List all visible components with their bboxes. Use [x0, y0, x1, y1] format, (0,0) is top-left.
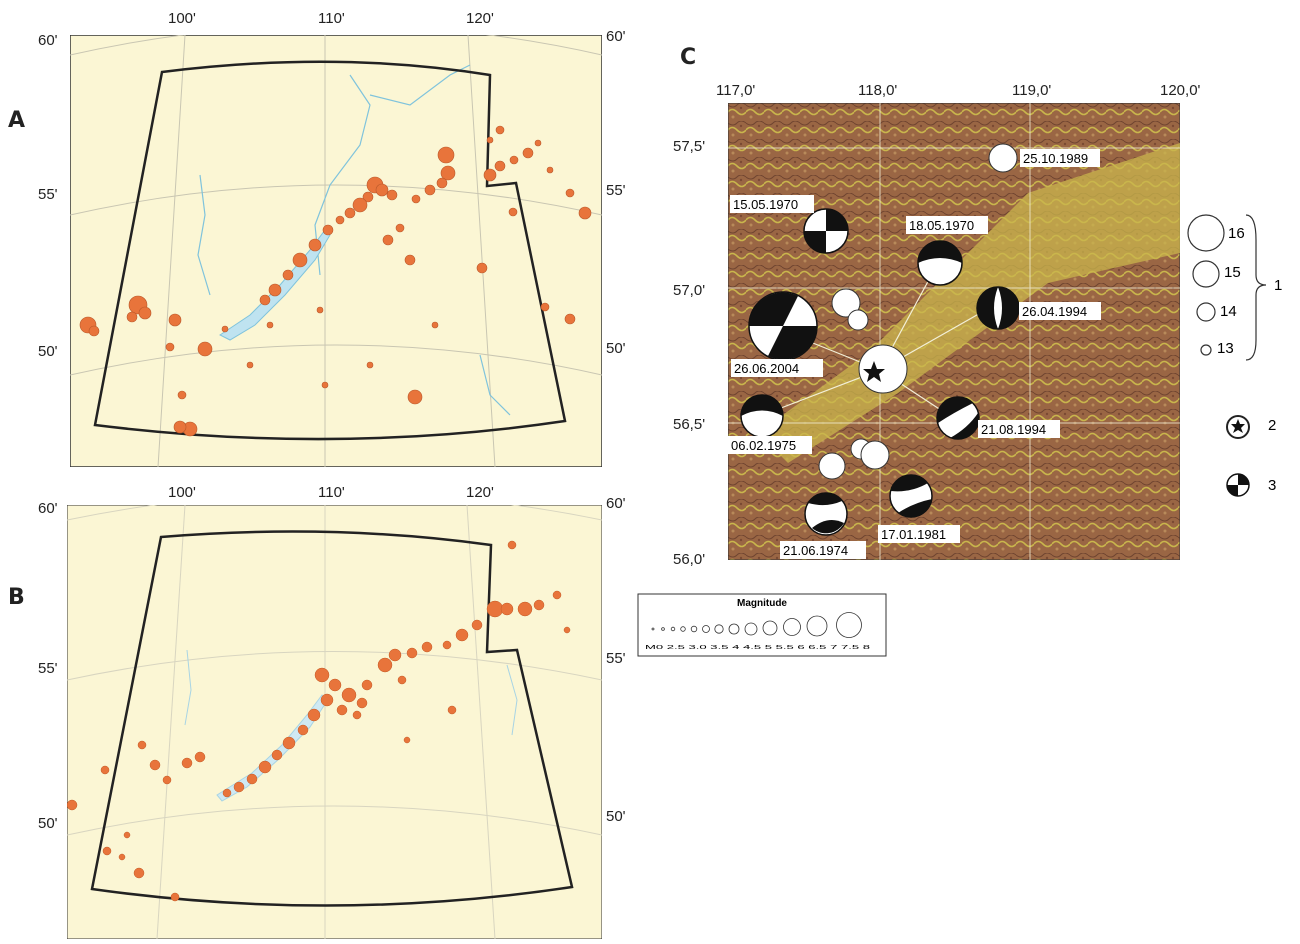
panel-c-date-labels: 25.10.1989 15.05.1970 18.05.1970 26.04.1… — [728, 149, 1101, 559]
panel-a-top-tick-100: 100' — [168, 10, 196, 27]
legend-size-16: 16 — [1228, 225, 1245, 242]
panel-b-seismic-events — [67, 540, 571, 902]
panel-b-right-tick-50: 50' — [606, 808, 626, 825]
panel-a-left-tick-60: 60' — [38, 32, 58, 49]
panel-b-left-tick-55: 55' — [38, 660, 58, 677]
panel-c-left-tick-56-5: 56,5' — [673, 416, 706, 433]
magnitude-legend: Magnitude M0 2.5 3.0 3.5 4 4.5 5 5.5 6 6… — [637, 593, 887, 657]
mechanism-15-05-1970 — [803, 208, 849, 254]
legend-circle-15 — [1192, 260, 1220, 288]
panel-c-legend: 16 15 14 13 1 2 3 — [1187, 214, 1282, 497]
legend-bracket-label: 1 — [1274, 277, 1282, 294]
panel-a-rivers — [197, 64, 511, 416]
mechanism-26-04-1994 — [976, 286, 1020, 330]
panel-c-focal-mechanisms — [740, 208, 1020, 536]
panel-a-left-tick-55: 55' — [38, 186, 58, 203]
legend-circle-13 — [1200, 344, 1212, 356]
legend-star-label: 2 — [1268, 417, 1276, 434]
panel-a-letter: A — [8, 108, 26, 133]
date-label-17-01-1981: 17.01.1981 — [881, 527, 946, 542]
panel-c-map: 25.10.1989 15.05.1970 18.05.1970 26.04.1… — [728, 103, 1180, 560]
panel-a-seismic-events — [79, 125, 592, 437]
panel-c-letter: C — [680, 45, 697, 70]
panel-b-right-tick-55: 55' — [606, 650, 626, 667]
mechanism-21-08-1994 — [936, 396, 980, 440]
panel-c-left-tick-57-0: 57,0' — [673, 282, 706, 299]
panel-a-top-tick-110: 110' — [318, 10, 345, 27]
date-label-21-06-1974: 21.06.1974 — [783, 543, 848, 558]
panel-b-letter: B — [8, 585, 25, 610]
magnitude-legend-title: Magnitude — [737, 598, 787, 609]
panel-a-right-tick-50: 50' — [606, 340, 626, 357]
panel-a-right-tick-55: 55' — [606, 182, 626, 199]
panel-b-region-outline — [90, 530, 574, 907]
panel-c-left-tick-56-0: 56,0' — [673, 551, 706, 568]
legend-size-14: 14 — [1220, 303, 1237, 320]
legend-bracket — [1245, 214, 1267, 361]
date-label-26-06-2004: 26.06.2004 — [734, 361, 799, 376]
date-label-26-04-1994: 26.04.1994 — [1022, 304, 1087, 319]
panel-b-left-tick-60: 60' — [38, 500, 58, 517]
panel-b-top-tick-120: 120' — [466, 484, 494, 501]
date-label-06-02-1975: 06.02.1975 — [731, 438, 796, 453]
legend-circle-14 — [1196, 302, 1216, 322]
panel-b-rivers — [184, 649, 518, 736]
date-label-15-05-1970: 15.05.1970 — [733, 197, 798, 212]
mechanism-21-06-1974 — [804, 492, 848, 536]
panel-a-right-tick-60: 60' — [606, 28, 626, 45]
panel-c-top-tick-118: 118,0' — [858, 82, 898, 99]
panel-b-right-tick-60: 60' — [606, 495, 626, 512]
date-label-21-08-1994: 21.08.1994 — [981, 422, 1046, 437]
mechanism-17-01-1981 — [889, 474, 933, 518]
panel-c-top-tick-120: 120,0' — [1160, 82, 1201, 99]
panel-c-left-tick-57-5: 57,5' — [673, 138, 706, 155]
panel-c-top-tick-119: 119,0' — [1012, 82, 1052, 99]
panel-a-left-tick-50: 50' — [38, 343, 58, 360]
legend-size-13: 13 — [1217, 340, 1234, 357]
legend-size-15: 15 — [1224, 264, 1241, 281]
panel-b-top-tick-100: 100' — [168, 484, 196, 501]
date-label-18-05-1970: 18.05.1970 — [909, 218, 974, 233]
panel-c-star-icon — [863, 361, 885, 382]
legend-star-icon — [1231, 419, 1245, 433]
magnitude-legend-values: M0 2.5 3.0 3.5 4 4.5 5 5.5 6 6.5 7 7.5 8 — [645, 645, 870, 651]
panel-c-top-tick-117: 117,0' — [716, 82, 756, 99]
panel-a-region-outline — [93, 60, 567, 441]
panel-a-top-tick-120: 120' — [466, 10, 494, 27]
panel-b-map — [67, 505, 602, 939]
date-label-25-10-1989: 25.10.1989 — [1023, 151, 1088, 166]
panel-b-left-tick-50: 50' — [38, 815, 58, 832]
panel-b-top-tick-110: 110' — [318, 484, 345, 501]
mechanism-06-02-1975 — [740, 394, 784, 438]
magnitude-legend-circles — [651, 612, 862, 638]
mechanism-26-06-2004 — [748, 291, 818, 361]
legend-circle-16 — [1187, 214, 1225, 252]
panel-b-graticule — [67, 505, 602, 939]
legend-mechanism-label: 3 — [1268, 477, 1276, 494]
mechanism-18-05-1970 — [917, 240, 963, 286]
panel-a-map — [70, 35, 602, 467]
